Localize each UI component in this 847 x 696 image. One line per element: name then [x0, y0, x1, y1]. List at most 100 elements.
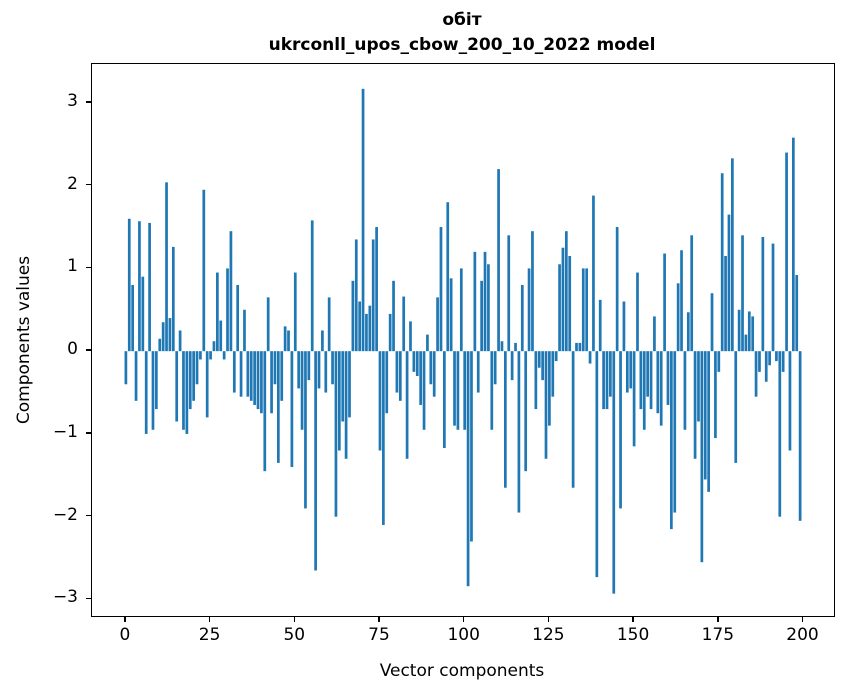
bar [168, 318, 172, 352]
bar [188, 351, 192, 410]
bar [710, 293, 714, 352]
bar [642, 351, 646, 430]
bar [293, 272, 297, 352]
x-tick-mark [801, 616, 804, 622]
x-tick-mark [378, 616, 380, 622]
bar [653, 316, 656, 352]
bar [415, 351, 419, 376]
bar [700, 351, 704, 563]
bar [429, 351, 433, 385]
bar [697, 351, 700, 422]
bars-canvas [124, 88, 802, 594]
bar [243, 309, 246, 352]
chart-title: обіт ukrconll_upos_cbow_200_10_2022 mode… [91, 8, 833, 58]
bar [253, 351, 256, 405]
bar [222, 351, 226, 360]
bar [541, 351, 544, 381]
x-tick-label: 25 [198, 625, 221, 645]
bar [290, 351, 294, 468]
bar [148, 222, 151, 352]
bar [151, 351, 155, 430]
x-tick-mark [632, 616, 634, 622]
bar [571, 351, 575, 488]
bar [761, 236, 765, 352]
bar [199, 351, 202, 360]
bar [344, 351, 348, 459]
bar [768, 351, 771, 366]
bar [195, 351, 199, 385]
bar [592, 195, 595, 352]
y-tick-mark [86, 101, 91, 103]
bar [260, 351, 263, 414]
bar [544, 351, 548, 459]
plot-area [91, 63, 835, 617]
x-tick-label: 125 [532, 625, 565, 645]
bar [165, 182, 168, 352]
x-tick-label: 175 [701, 625, 735, 645]
bar [629, 351, 633, 389]
bar [497, 169, 500, 352]
bar [449, 278, 453, 352]
bar [595, 351, 599, 578]
bar [558, 264, 561, 352]
bar [216, 272, 219, 352]
x-axis-label: Vector components [379, 661, 545, 681]
bar [639, 351, 643, 410]
bar [754, 351, 758, 397]
bar [446, 202, 450, 352]
bar [131, 284, 135, 352]
bar [209, 351, 212, 360]
bar [354, 239, 358, 352]
bar [456, 351, 460, 430]
bar [771, 243, 775, 352]
bar [368, 305, 372, 352]
bar [178, 330, 182, 352]
bar [781, 351, 785, 372]
bar [185, 351, 189, 434]
x-tick-label: 200 [786, 625, 819, 645]
bar [680, 250, 683, 352]
bar [693, 351, 697, 459]
bar [378, 351, 382, 451]
bar [385, 351, 389, 414]
bar [283, 326, 287, 352]
bar [321, 330, 324, 352]
bar [714, 351, 717, 439]
bar [127, 218, 131, 352]
bar [656, 351, 660, 414]
bar [392, 280, 395, 352]
bar [686, 312, 690, 352]
bar [537, 351, 541, 368]
bar [249, 351, 253, 401]
bar [426, 334, 429, 352]
bar [388, 313, 392, 352]
bar [246, 351, 250, 397]
bar [310, 220, 314, 352]
bar [175, 351, 179, 422]
bar [124, 351, 128, 385]
bar [517, 351, 521, 513]
bar [276, 351, 280, 463]
bar [337, 351, 341, 451]
bar [510, 351, 514, 381]
bar [476, 351, 480, 393]
y-tick-mark [86, 597, 91, 600]
bar [798, 351, 802, 521]
bar [795, 275, 799, 352]
y-tick-label: 2 [67, 173, 78, 194]
bar [300, 351, 304, 430]
bar [263, 351, 267, 472]
y-tick-mark [86, 349, 91, 351]
bar [717, 351, 721, 372]
bar [676, 283, 680, 352]
bar [605, 351, 609, 410]
x-tick-mark [293, 616, 296, 622]
bar [720, 173, 724, 352]
bar [161, 322, 165, 352]
bar [551, 351, 555, 397]
bar [324, 351, 328, 393]
bar [670, 351, 673, 530]
bar [490, 351, 494, 430]
bar [758, 351, 761, 372]
